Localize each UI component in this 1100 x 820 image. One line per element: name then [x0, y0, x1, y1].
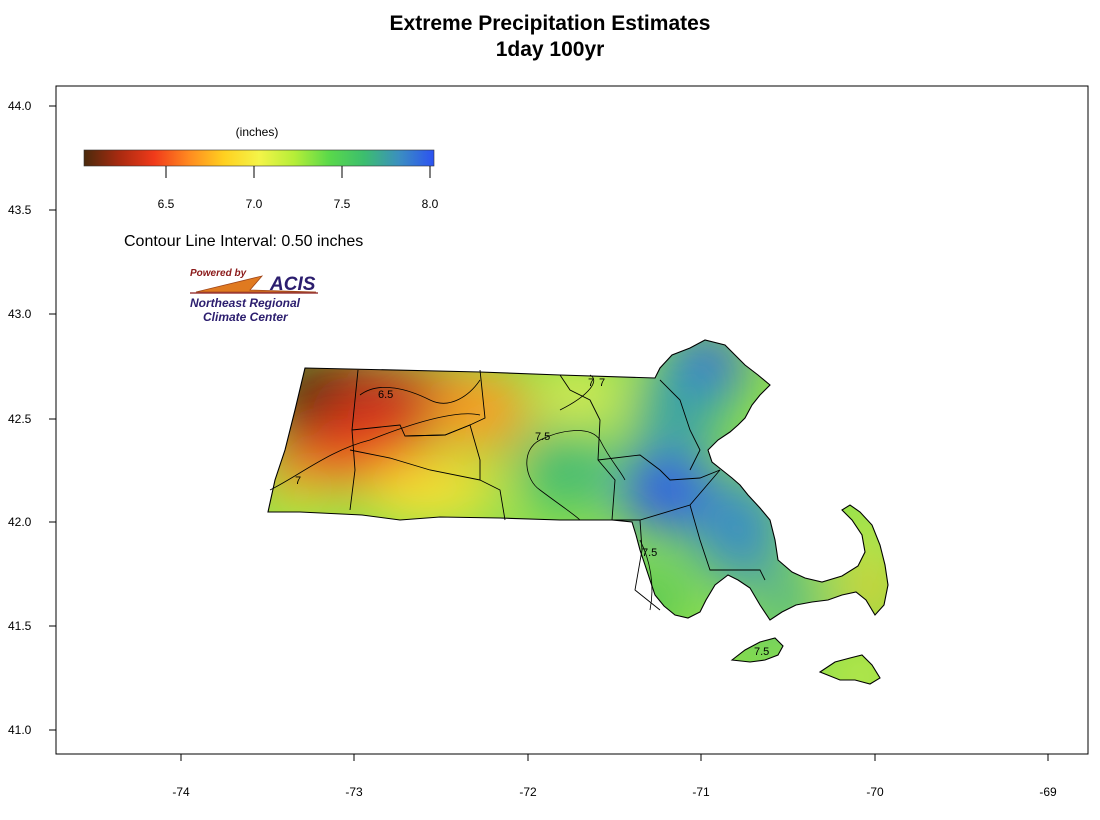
map-title: Extreme Precipitation Estimates [389, 12, 711, 35]
logo-acis: ACIS [269, 274, 316, 295]
x-tick-label: -69 [1039, 785, 1057, 799]
contour-label: 7 [599, 377, 605, 389]
legend-unit-label: (inches) [236, 125, 279, 139]
y-tick-label: 44.0 [8, 99, 32, 113]
contour-label: 7.5 [535, 431, 550, 443]
contour-label: 7.5 [642, 547, 657, 559]
y-axis: 44.0 43.5 43.0 42.5 42.0 41.5 41.0 [8, 99, 56, 737]
massachusetts-map: 6.5 7 7.5 7.5 7.5 7 7 [267, 339, 889, 685]
x-tick-label: -70 [866, 785, 884, 799]
x-axis: -74 -73 -72 -71 -70 -69 [172, 754, 1057, 799]
plot-frame [55, 85, 1089, 755]
legend-tick-label: 7.5 [334, 197, 351, 211]
state-outline [267, 339, 889, 685]
y-tick-label: 43.0 [8, 307, 32, 321]
contour-label: 7.5 [754, 646, 769, 658]
logo-powered-by: Powered by [190, 268, 247, 279]
x-tick-label: -71 [692, 785, 710, 799]
legend-tick-label: 6.5 [158, 197, 175, 211]
color-legend: (inches) 6.5 7.0 7.5 8.0 [83, 125, 439, 211]
x-tick-label: -72 [519, 785, 537, 799]
legend-colorbar [83, 149, 435, 167]
logo-line1: Northeast Regional [190, 296, 301, 310]
y-tick-label: 41.0 [8, 723, 32, 737]
x-tick-label: -73 [345, 785, 363, 799]
legend-tick-label: 8.0 [422, 197, 439, 211]
y-tick-label: 43.5 [8, 203, 32, 217]
contour-label: 6.5 [378, 389, 393, 401]
y-tick-label: 42.5 [8, 412, 32, 426]
legend-tick-label: 7.0 [246, 197, 263, 211]
contour-interval-note: Contour Line Interval: 0.50 inches [124, 233, 363, 250]
contour-label: 7 [295, 475, 301, 487]
y-tick-label: 41.5 [8, 619, 32, 633]
map-subtitle: 1day 100yr [495, 38, 605, 61]
acis-logo: Powered by ACIS Northeast Regional Clima… [190, 268, 318, 324]
contour-label: 7 [588, 377, 594, 389]
y-tick-label: 42.0 [8, 515, 32, 529]
logo-line2: Climate Center [203, 310, 289, 324]
county-boundaries [349, 369, 766, 611]
x-tick-label: -74 [172, 785, 190, 799]
